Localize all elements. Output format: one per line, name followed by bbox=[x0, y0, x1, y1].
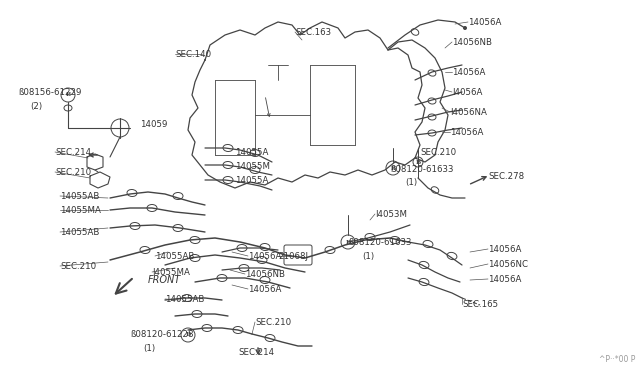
Text: ß08120-61633: ß08120-61633 bbox=[348, 238, 412, 247]
Text: 14056A: 14056A bbox=[468, 18, 501, 27]
Text: 14056A: 14056A bbox=[450, 128, 483, 137]
Text: 14055AB: 14055AB bbox=[165, 295, 204, 304]
Text: SEC.210: SEC.210 bbox=[55, 168, 91, 177]
Text: I4056NA: I4056NA bbox=[450, 108, 487, 117]
Text: ß08156-61229: ß08156-61229 bbox=[18, 88, 81, 97]
Text: SEC.214: SEC.214 bbox=[238, 348, 274, 357]
Text: B: B bbox=[346, 240, 351, 244]
Text: 14056A: 14056A bbox=[248, 285, 282, 294]
Text: B: B bbox=[390, 166, 396, 170]
Text: B: B bbox=[415, 160, 420, 164]
Text: SEC.165: SEC.165 bbox=[462, 300, 498, 309]
Text: SEC.210: SEC.210 bbox=[60, 262, 96, 271]
Text: I4056A: I4056A bbox=[452, 88, 483, 97]
Text: ß08120-61228: ß08120-61228 bbox=[130, 330, 193, 339]
Text: (1): (1) bbox=[362, 252, 374, 261]
Text: 14059: 14059 bbox=[140, 120, 168, 129]
Text: 14056A: 14056A bbox=[488, 245, 522, 254]
Text: ß08120-61633: ß08120-61633 bbox=[390, 165, 454, 174]
Text: SEC.163: SEC.163 bbox=[295, 28, 331, 37]
Text: (1): (1) bbox=[405, 178, 417, 187]
Text: 14055AB: 14055AB bbox=[60, 228, 99, 237]
Text: B: B bbox=[65, 93, 70, 97]
Text: 14056A: 14056A bbox=[452, 68, 485, 77]
Text: 14056A: 14056A bbox=[248, 252, 282, 261]
Text: SEC.210: SEC.210 bbox=[420, 148, 456, 157]
Text: 14055M: 14055M bbox=[235, 162, 270, 171]
Text: (1): (1) bbox=[143, 344, 155, 353]
Text: I4053M: I4053M bbox=[375, 210, 407, 219]
Text: 14055A: 14055A bbox=[235, 148, 268, 157]
Text: 21068J: 21068J bbox=[278, 252, 308, 261]
Text: 14056A: 14056A bbox=[488, 275, 522, 284]
Text: 14055MA: 14055MA bbox=[60, 206, 101, 215]
Text: SEC.210: SEC.210 bbox=[255, 318, 291, 327]
Circle shape bbox=[463, 26, 467, 30]
Text: 14055AB: 14055AB bbox=[60, 192, 99, 201]
Text: (2): (2) bbox=[30, 102, 42, 111]
Text: 14056NB: 14056NB bbox=[452, 38, 492, 47]
Text: 14055AB: 14055AB bbox=[155, 252, 195, 261]
Text: B: B bbox=[186, 333, 191, 337]
Text: ^P··*00 P: ^P··*00 P bbox=[598, 355, 635, 364]
Text: FRONT: FRONT bbox=[148, 275, 181, 285]
Text: 14055A: 14055A bbox=[235, 176, 268, 185]
FancyArrowPatch shape bbox=[116, 279, 132, 294]
Text: SEC.140: SEC.140 bbox=[175, 50, 211, 59]
Text: SEC.214: SEC.214 bbox=[55, 148, 91, 157]
Text: 14056NC: 14056NC bbox=[488, 260, 528, 269]
Text: 14056NB: 14056NB bbox=[245, 270, 285, 279]
Text: SEC.278: SEC.278 bbox=[488, 172, 524, 181]
Text: I4055MA: I4055MA bbox=[152, 268, 190, 277]
